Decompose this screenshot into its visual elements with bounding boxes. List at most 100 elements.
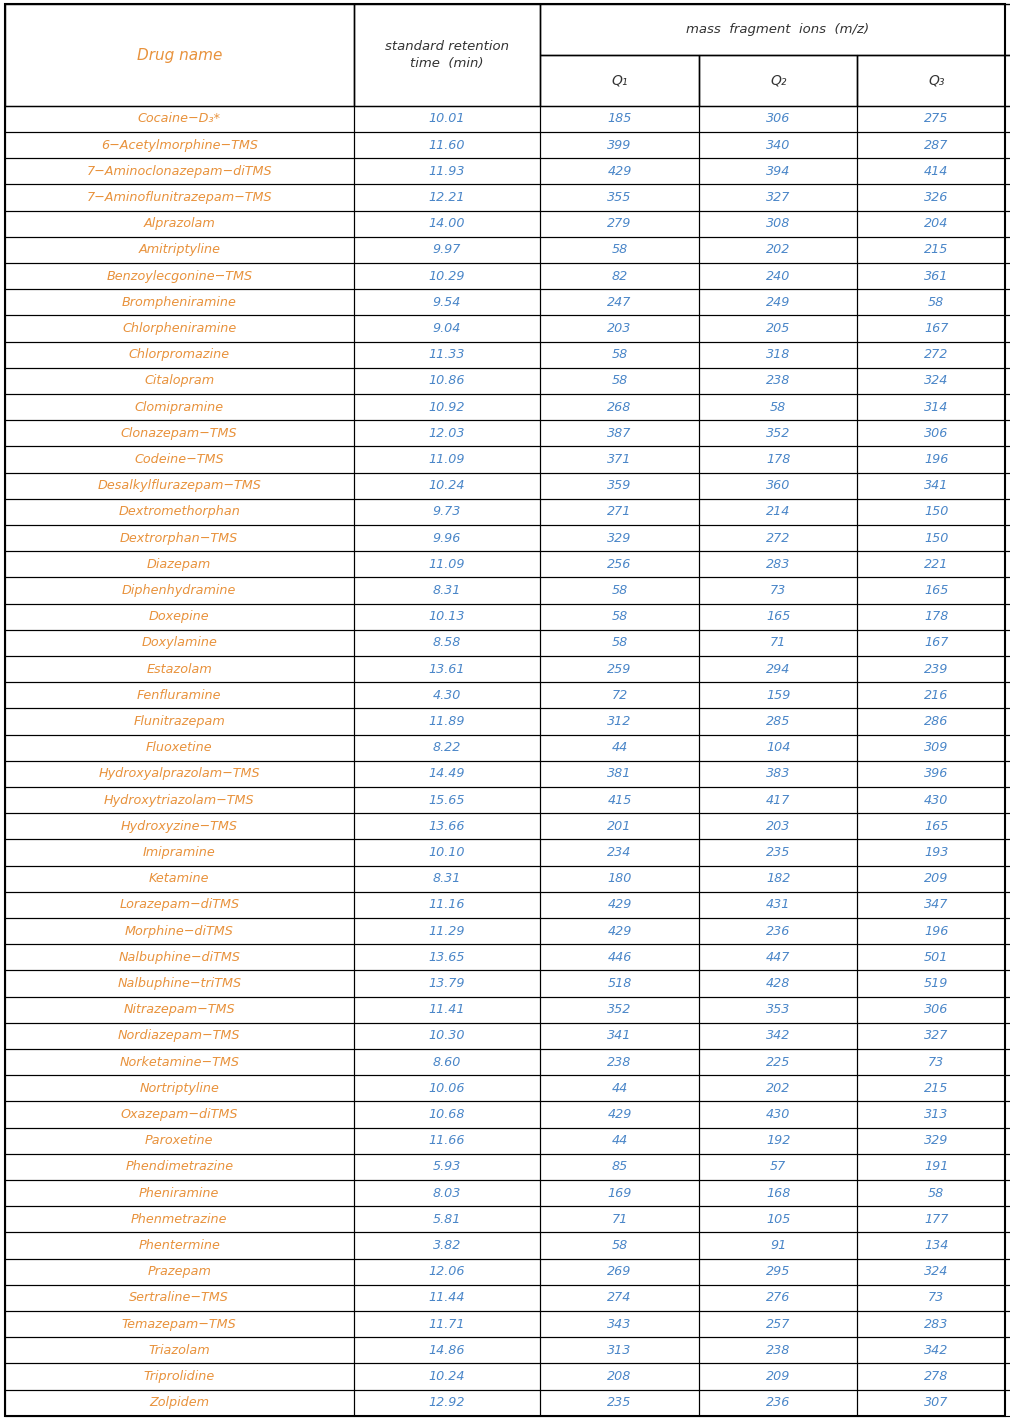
Bar: [857, 210, 1010, 237]
Text: Alprazolam: Alprazolam: [143, 217, 215, 230]
Bar: [354, 1154, 540, 1180]
Text: 312: 312: [607, 716, 632, 728]
Text: 259: 259: [607, 663, 632, 676]
Bar: [5, 656, 354, 682]
Text: 209: 209: [766, 1370, 791, 1383]
Bar: [699, 892, 857, 917]
Text: Nitrazepam−TMS: Nitrazepam−TMS: [123, 1003, 235, 1017]
Bar: [857, 1233, 1010, 1258]
Text: 446: 446: [607, 951, 632, 964]
Bar: [857, 1285, 1010, 1311]
Bar: [857, 709, 1010, 734]
Bar: [540, 368, 699, 395]
Bar: [354, 578, 540, 604]
Bar: [699, 446, 857, 473]
Bar: [540, 525, 699, 551]
Bar: [354, 1102, 540, 1127]
Text: 12.21: 12.21: [428, 192, 466, 204]
Bar: [540, 734, 699, 761]
Bar: [354, 106, 540, 132]
Bar: [699, 787, 857, 814]
Bar: [5, 734, 354, 761]
Text: 10.29: 10.29: [428, 270, 466, 283]
Bar: [857, 944, 1010, 970]
Text: 104: 104: [766, 741, 791, 754]
Bar: [699, 395, 857, 420]
Bar: [5, 132, 354, 158]
Text: Q₂: Q₂: [770, 74, 787, 88]
Text: Clonazepam−TMS: Clonazepam−TMS: [121, 427, 237, 440]
Bar: [857, 1127, 1010, 1154]
Text: 285: 285: [766, 716, 791, 728]
Bar: [699, 55, 857, 106]
Text: Cocaine−D₃*: Cocaine−D₃*: [137, 112, 221, 125]
Bar: [5, 917, 354, 944]
Text: Estazolam: Estazolam: [146, 663, 212, 676]
Bar: [699, 1102, 857, 1127]
Text: 11.89: 11.89: [428, 716, 466, 728]
Text: Hydroxytriazolam−TMS: Hydroxytriazolam−TMS: [104, 794, 255, 807]
Text: 202: 202: [766, 243, 791, 257]
Bar: [540, 1049, 699, 1075]
Bar: [540, 263, 699, 290]
Text: 58: 58: [928, 1187, 944, 1200]
Bar: [857, 342, 1010, 368]
Bar: [354, 1075, 540, 1102]
Text: 71: 71: [770, 636, 787, 649]
Text: 58: 58: [611, 348, 628, 361]
Bar: [540, 578, 699, 604]
Text: 8.31: 8.31: [432, 584, 462, 596]
Text: 238: 238: [766, 1343, 791, 1356]
Text: 10.24: 10.24: [428, 479, 466, 493]
Bar: [354, 604, 540, 630]
Bar: [699, 1363, 857, 1390]
Text: 383: 383: [766, 767, 791, 781]
Text: Triazolam: Triazolam: [148, 1343, 210, 1356]
Bar: [5, 342, 354, 368]
Bar: [5, 290, 354, 315]
Text: 85: 85: [611, 1160, 628, 1173]
Text: 12.06: 12.06: [428, 1265, 466, 1278]
Bar: [354, 395, 540, 420]
Bar: [857, 132, 1010, 158]
Text: 185: 185: [607, 112, 632, 125]
Bar: [857, 761, 1010, 787]
Text: 150: 150: [924, 531, 948, 545]
Text: 11.41: 11.41: [428, 1003, 466, 1017]
Text: 342: 342: [766, 1030, 791, 1042]
Text: 11.66: 11.66: [428, 1135, 466, 1147]
Bar: [857, 866, 1010, 892]
Bar: [857, 604, 1010, 630]
Text: Prazepam: Prazepam: [147, 1265, 211, 1278]
Bar: [857, 1180, 1010, 1206]
Text: 394: 394: [766, 165, 791, 178]
Bar: [857, 1338, 1010, 1363]
Text: 235: 235: [766, 846, 791, 859]
Text: 387: 387: [607, 427, 632, 440]
Text: 58: 58: [611, 636, 628, 649]
Text: 283: 283: [766, 558, 791, 571]
Bar: [5, 997, 354, 1022]
Bar: [5, 237, 354, 263]
Text: 10.10: 10.10: [428, 846, 466, 859]
Bar: [540, 55, 699, 106]
Bar: [354, 473, 540, 498]
Bar: [5, 630, 354, 656]
Text: 182: 182: [766, 872, 791, 885]
Text: 429: 429: [607, 165, 632, 178]
Bar: [540, 604, 699, 630]
Bar: [540, 1258, 699, 1285]
Text: 44: 44: [611, 1082, 628, 1095]
Bar: [5, 1338, 354, 1363]
Bar: [699, 106, 857, 132]
Bar: [699, 578, 857, 604]
Bar: [5, 473, 354, 498]
Text: Chlorpheniramine: Chlorpheniramine: [122, 322, 236, 335]
Bar: [699, 630, 857, 656]
Text: 58: 58: [611, 1240, 628, 1252]
Text: 82: 82: [611, 270, 628, 283]
Text: 10.92: 10.92: [428, 400, 466, 413]
Text: 202: 202: [766, 1082, 791, 1095]
Text: 235: 235: [607, 1396, 632, 1409]
Bar: [354, 814, 540, 839]
